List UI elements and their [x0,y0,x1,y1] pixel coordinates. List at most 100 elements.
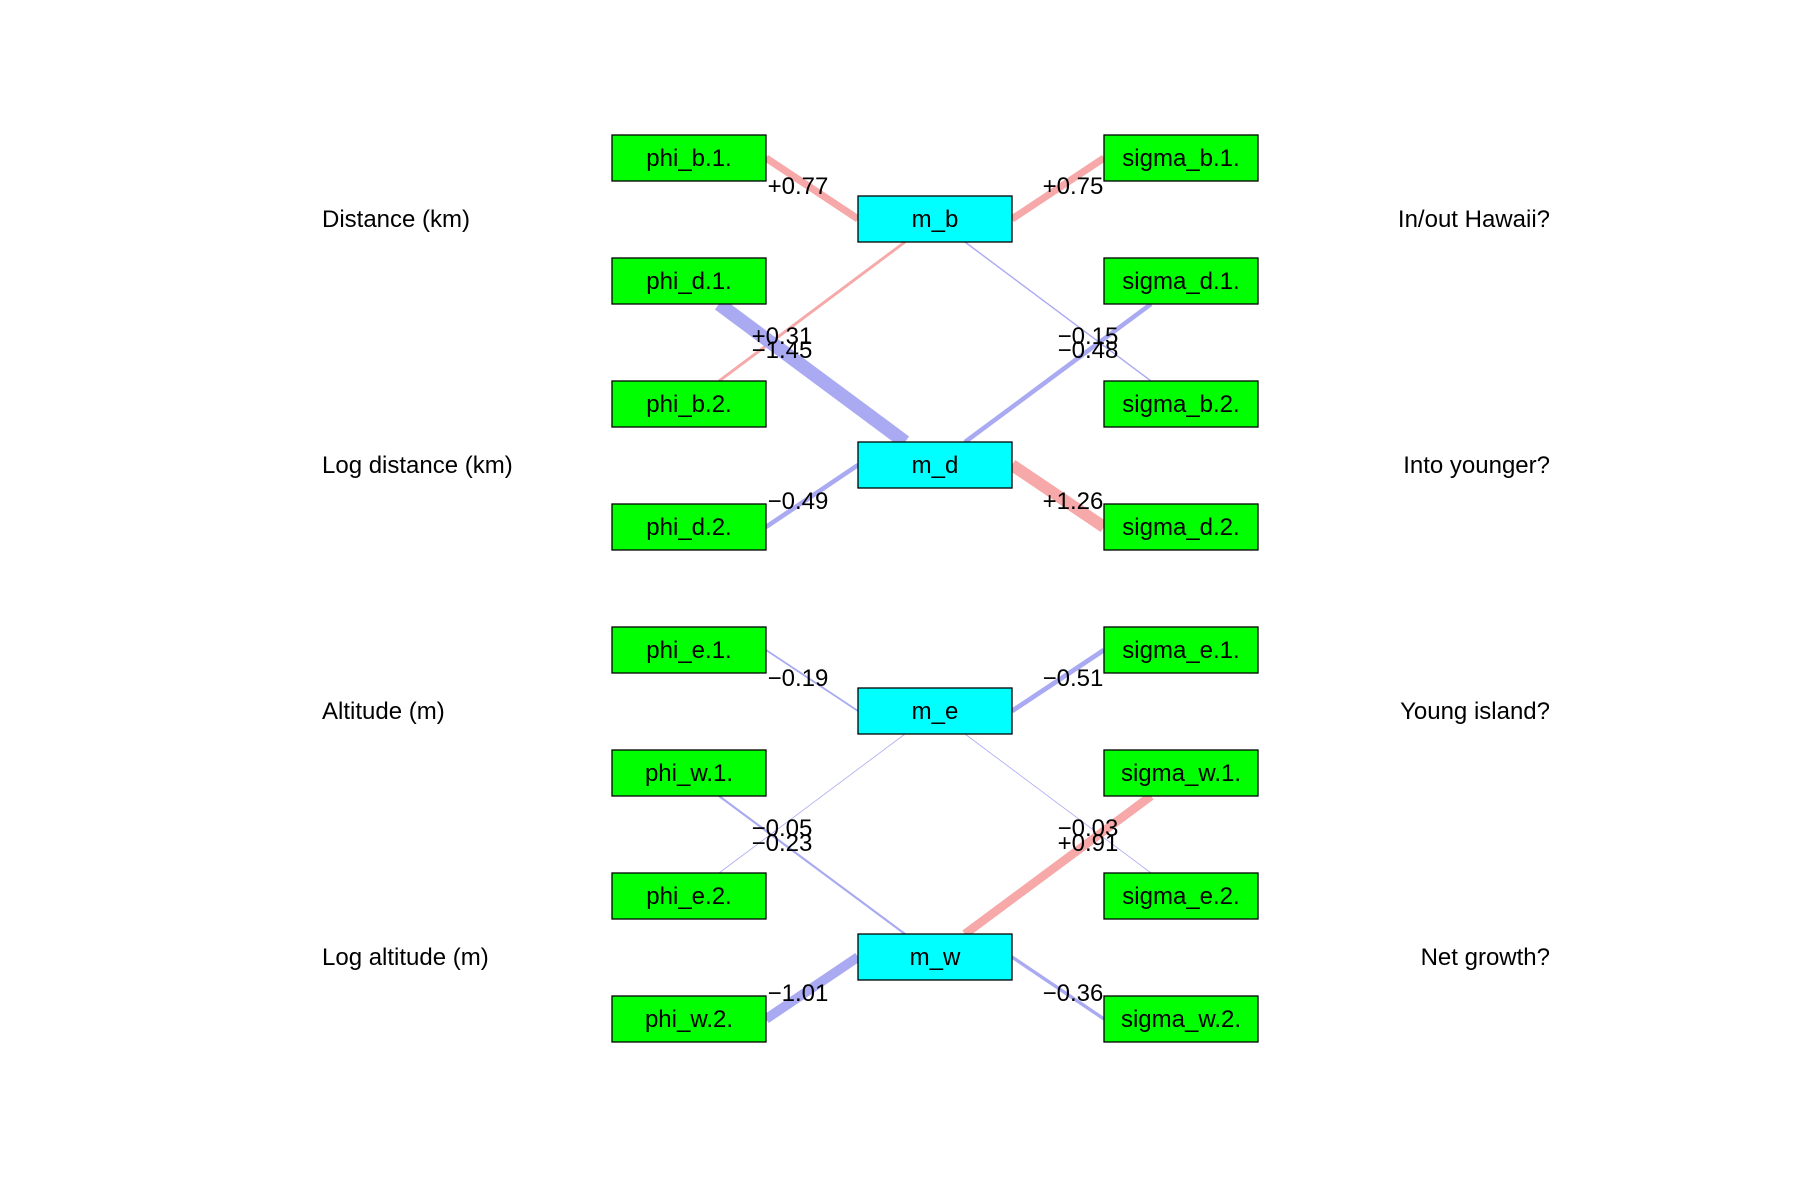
edge-label-phi_d2-m_d: −0.49 [768,488,829,515]
edge-label-phi_b1-m_b: +0.77 [768,173,829,200]
node-label-sigma_b2: sigma_b.2. [1122,391,1239,418]
edge-label-sigma_e2-m_e: −0.03 [1058,815,1119,842]
edge-sigma_e2-m_e [964,733,1152,874]
node-label-sigma_b1: sigma_b.1. [1122,145,1239,172]
node-sigma_w1: sigma_w.1. [1103,749,1259,797]
node-label-phi_b2: phi_b.2. [646,391,731,418]
node-layer: m_b m_d m_e m_w phi_b.1. phi_d.1. phi_b.2. phi_… [611,134,1259,1043]
node-label-phi_e1: phi_e.1. [646,637,731,664]
node-phi_d2: phi_d.2. [611,503,767,551]
edge-sigma_w2-m_w [1011,955,1105,1021]
node-phi_w2: phi_w.2. [611,995,767,1043]
node-box-m_d [857,441,1013,489]
node-label-phi_d2: phi_d.2. [646,514,731,541]
node-label-phi_w2: phi_w.2. [645,1006,733,1033]
node-label-phi_b1: phi_b.1. [646,145,731,172]
edge-label-sigma_w1-m_w: +0.91 [1058,830,1119,857]
node-sigma_e1: sigma_e.1. [1103,626,1259,674]
node-label-sigma_d2: sigma_d.2. [1122,514,1239,541]
edge-label-phi_e2-m_e: −0.05 [752,815,813,842]
node-box-sigma_e2 [1103,872,1259,920]
node-phi_b2: phi_b.2. [611,380,767,428]
edge-label-sigma_d1-m_d: −0.48 [1058,337,1119,364]
edge-phi_d2-m_d [764,463,860,529]
row-label-log-altitude: Log altitude (m) [322,944,489,971]
edge-label-phi_e1-m_e: −0.19 [768,665,829,692]
node-phi_e1: phi_e.1. [611,626,767,674]
node-box-phi_w1 [611,749,767,797]
node-sigma_b2: sigma_b.2. [1103,380,1259,428]
node-box-sigma_b2 [1103,380,1259,428]
right-row-labels: In/out Hawaii? Into younger? Young islan… [1398,206,1550,971]
edge-label-sigma_b2-m_b: −0.15 [1058,323,1119,350]
node-box-m_w [857,933,1013,981]
node-label-phi_d1: phi_d.1. [646,268,731,295]
row-label-altitude: Altitude (m) [322,698,445,725]
node-box-phi_e1 [611,626,767,674]
node-label-sigma_d1: sigma_d.1. [1122,268,1239,295]
node-box-phi_e2 [611,872,767,920]
edge-phi_e2-m_e [718,733,906,874]
node-label-sigma_w1: sigma_w.1. [1121,760,1241,787]
node-phi_w1: phi_w.1. [611,749,767,797]
edge-phi_d1-m_d [714,298,910,448]
edge-layer [714,154,1154,1023]
node-box-m_b [857,195,1013,243]
edge-label-sigma_e1-m_e: −0.51 [1043,665,1104,692]
node-phi_d1: phi_d.1. [611,257,767,305]
edge-phi_e1-m_e [765,649,859,712]
node-box-sigma_b1 [1103,134,1259,182]
edge-sigma_b1-m_b [1010,155,1106,222]
edge-sigma_e1-m_e [1010,647,1106,714]
edge-phi_w1-m_w [718,795,906,935]
node-label-sigma_e1: sigma_e.1. [1122,637,1239,664]
node-sigma_e2: sigma_e.2. [1103,872,1259,920]
node-label-m_d: m_d [912,452,959,479]
node-box-phi_d2 [611,503,767,551]
row-label-distance: Distance (km) [322,206,470,233]
edge-label-sigma_d2-m_d: +1.26 [1043,488,1104,515]
node-box-phi_d1 [611,257,767,305]
row-label-into-younger: Into younger? [1403,452,1550,479]
node-box-phi_b2 [611,380,767,428]
edge-label-sigma_b1-m_b: +0.75 [1043,173,1104,200]
edge-sigma_w1-m_w [962,792,1154,938]
node-label-m_w: m_w [910,944,961,971]
node-m_w: m_w [857,933,1013,981]
node-label-sigma_e2: sigma_e.2. [1122,883,1239,910]
edge-phi_w2-m_w [763,953,861,1023]
edge-sigma_b2-m_b [964,241,1152,382]
edge-label-phi_b2-m_b: +0.31 [752,323,813,350]
node-label-phi_e2: phi_e.2. [646,883,731,910]
node-sigma_d2: sigma_d.2. [1103,503,1259,551]
edge-label-phi_w2-m_w: −1.01 [768,980,829,1007]
node-sigma_d1: sigma_d.1. [1103,257,1259,305]
node-box-sigma_d2 [1103,503,1259,551]
row-label-log-distance: Log distance (km) [322,452,513,479]
node-label-phi_w1: phi_w.1. [645,760,733,787]
edge-label-sigma_w2-m_w: −0.36 [1043,980,1104,1007]
node-box-phi_w2 [611,995,767,1043]
node-box-m_e [857,687,1013,735]
edge-sigma_d2-m_d [1008,460,1108,532]
edge-phi_b1-m_b [763,154,861,223]
node-m_d: m_d [857,441,1013,489]
row-label-in-out-hawaii: In/out Hawaii? [1398,206,1550,233]
row-label-young-island: Young island? [1400,698,1550,725]
left-row-labels: Distance (km) Log distance (km) Altitude… [322,206,513,971]
node-label-m_e: m_e [912,698,959,725]
edge-sigma_d1-m_d [963,302,1153,444]
node-label-m_b: m_b [912,206,959,233]
node-label-sigma_w2: sigma_w.2. [1121,1006,1241,1033]
node-m_e: m_e [857,687,1013,735]
node-box-phi_b1 [611,134,767,182]
edge-label-layer: +0.77 +0.31−1.45 −0.49 +0.75 −0.15−0.48 +1.26… [752,173,1119,1007]
row-label-net-growth: Net growth? [1421,944,1550,971]
edge-phi_b2-m_b [718,240,906,383]
node-box-sigma_d1 [1103,257,1259,305]
edge-label-phi_d1-m_d: −1.45 [752,337,813,364]
node-m_b: m_b [857,195,1013,243]
node-box-sigma_w1 [1103,749,1259,797]
node-sigma_b1: sigma_b.1. [1103,134,1259,182]
node-box-sigma_w2 [1103,995,1259,1043]
